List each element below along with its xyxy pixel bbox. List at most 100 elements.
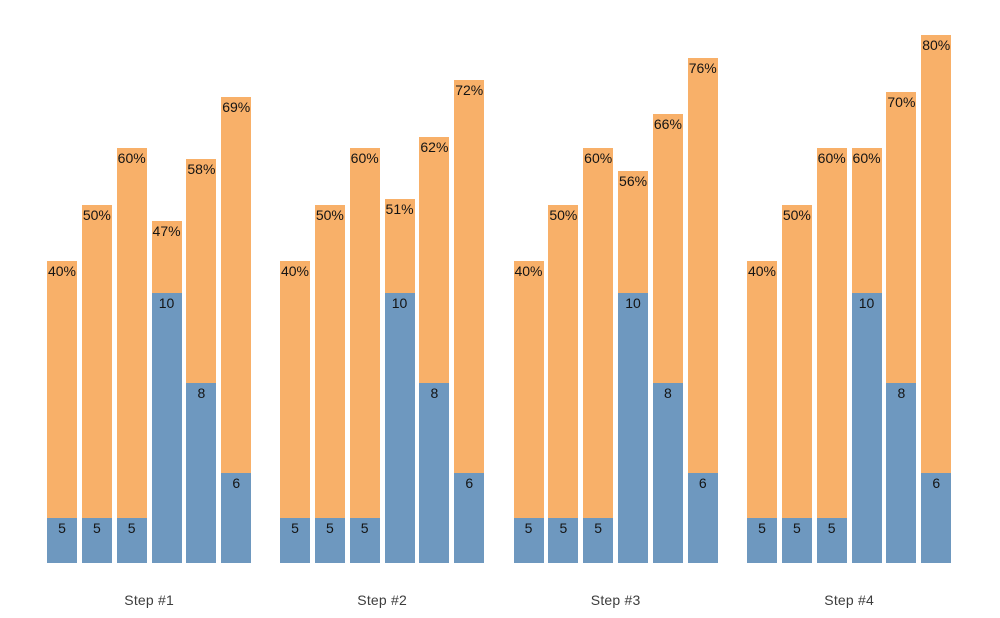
- bar-step-3-4: 56% 10: [618, 170, 649, 563]
- bar-segment-orange: 70%: [886, 91, 917, 383]
- bar-segment-orange: 66%: [652, 114, 683, 383]
- bar-value-label: 6: [932, 475, 941, 491]
- bar-value-label: 8: [430, 385, 439, 401]
- bar-step-4-2: 50% 5: [781, 204, 812, 563]
- bar-segment-blue: 8: [186, 383, 217, 563]
- bar-value-label: 6: [698, 475, 707, 491]
- bar-segment-orange: 72%: [454, 80, 485, 473]
- bar-value-label: 5: [127, 520, 136, 536]
- bar-step-2-4: 51% 10: [384, 198, 415, 563]
- bar-value-label: 5: [559, 520, 568, 536]
- bar-segment-blue: 5: [548, 518, 579, 563]
- group-label-step-4: Step #4: [824, 592, 874, 608]
- bar-value-label: 5: [325, 520, 334, 536]
- bar-segment-orange: 58%: [186, 159, 217, 383]
- bar-segment-orange: 51%: [384, 198, 415, 293]
- bar-pct-label: 69%: [222, 99, 251, 116]
- bar-pct-label: 62%: [420, 138, 449, 155]
- bar-segment-orange: 60%: [349, 148, 380, 518]
- bar-pct-label: 50%: [549, 206, 578, 223]
- bar-step-3-6: 76% 6: [687, 57, 718, 563]
- bar-step-3-5: 66% 8: [652, 114, 683, 563]
- bar-step-4-1: 40% 5: [747, 261, 777, 563]
- bar-segment-orange: 60%: [583, 148, 614, 518]
- bar-value-label: 10: [858, 295, 875, 311]
- bar-step-2-2: 50% 5: [314, 204, 345, 563]
- bar-pct-label: 60%: [584, 150, 613, 166]
- bar-value-label: 5: [792, 520, 801, 536]
- bar-pct-label: 47%: [152, 223, 181, 240]
- group-label-step-2: Step #2: [357, 592, 407, 608]
- bar-pct-label: 60%: [117, 150, 146, 166]
- bar-value-label: 5: [827, 520, 836, 536]
- bar-pct-label: 66%: [653, 116, 682, 133]
- bar-step-3-2: 50% 5: [548, 204, 579, 563]
- bar-step-2-6: 72% 6: [454, 80, 485, 563]
- bar-pct-label: 80%: [922, 37, 951, 53]
- bar-pct-label: 76%: [688, 59, 717, 76]
- bar-segment-orange: 60%: [816, 148, 847, 518]
- bar-segment-orange: 50%: [314, 204, 345, 518]
- bar-step-1-4: 47% 10: [151, 221, 182, 563]
- bar-step-1-3: 60% 5: [116, 148, 147, 563]
- bar-segment-blue: 5: [116, 518, 147, 563]
- bar-segment-orange: 60%: [116, 148, 147, 518]
- group-label-step-3: Step #3: [590, 592, 641, 608]
- bar-segment-blue: 6: [687, 473, 718, 563]
- bar-pct-label: 50%: [82, 206, 111, 223]
- bar-segment-blue: 8: [419, 383, 450, 563]
- bar-segment-orange: 60%: [851, 148, 882, 293]
- bar-segment-orange: 50%: [548, 204, 579, 518]
- bar-pct-label: 60%: [817, 150, 846, 166]
- bar-segment-orange: 40%: [747, 261, 777, 518]
- bar-value-label: 6: [465, 475, 474, 491]
- bar-step-1-6: 69% 6: [221, 97, 252, 563]
- bar-pct-label: 40%: [747, 263, 777, 279]
- bar-value-label: 10: [391, 295, 408, 311]
- bar-segment-blue: 8: [886, 383, 917, 563]
- bar-pct-label: 56%: [619, 172, 648, 189]
- bar-value-label: 10: [158, 295, 175, 311]
- bar-step-1-2: 50% 5: [81, 204, 112, 563]
- bar-segment-blue: 5: [47, 518, 77, 563]
- bar-segment-blue: 5: [81, 518, 112, 563]
- bar-segment-blue: 6: [221, 473, 252, 563]
- bar-value-label: 5: [758, 520, 766, 536]
- bar-segment-blue: 10: [384, 293, 415, 563]
- bar-segment-orange: 69%: [221, 97, 252, 473]
- bar-step-3-1: 40% 5: [513, 261, 544, 563]
- bar-segment-orange: 40%: [280, 261, 310, 518]
- bar-step-4-6: 80% 6: [921, 35, 952, 563]
- bar-value-label: 8: [897, 385, 906, 401]
- bar-segment-orange: 76%: [687, 57, 718, 473]
- bar-segment-blue: 5: [513, 518, 544, 563]
- bar-pct-label: 40%: [280, 263, 310, 279]
- group-label-step-1: Step #1: [124, 592, 174, 608]
- bar-step-2-5: 62% 8: [419, 136, 450, 563]
- bar-value-label: 5: [291, 520, 299, 536]
- bar-segment-blue: 5: [747, 518, 777, 563]
- bar-pct-label: 51%: [385, 200, 414, 217]
- bar-segment-orange: 50%: [781, 204, 812, 518]
- bar-segment-blue: 5: [349, 518, 380, 563]
- bar-step-1-1: 40% 5: [47, 261, 77, 563]
- bar-value-label: 5: [594, 520, 603, 536]
- bar-value-label: 5: [524, 520, 533, 536]
- bar-pct-label: 40%: [514, 263, 543, 279]
- bar-segment-orange: 80%: [921, 35, 952, 473]
- bar-value-label: 8: [663, 385, 672, 401]
- bar-pct-label: 50%: [782, 206, 811, 223]
- bar-segment-blue: 5: [781, 518, 812, 563]
- bar-value-label: 8: [197, 385, 206, 401]
- bar-value-label: 10: [625, 295, 641, 311]
- bar-segment-blue: 8: [652, 383, 683, 563]
- bar-segment-orange: 40%: [47, 261, 77, 518]
- bar-segment-orange: 56%: [618, 170, 649, 293]
- bar-segment-blue: 5: [816, 518, 847, 563]
- bar-step-2-1: 40% 5: [280, 261, 310, 563]
- bar-value-label: 5: [92, 520, 101, 536]
- bar-segment-blue: 10: [151, 293, 182, 563]
- bar-segment-blue: 5: [583, 518, 614, 563]
- bar-pct-label: 50%: [315, 206, 344, 223]
